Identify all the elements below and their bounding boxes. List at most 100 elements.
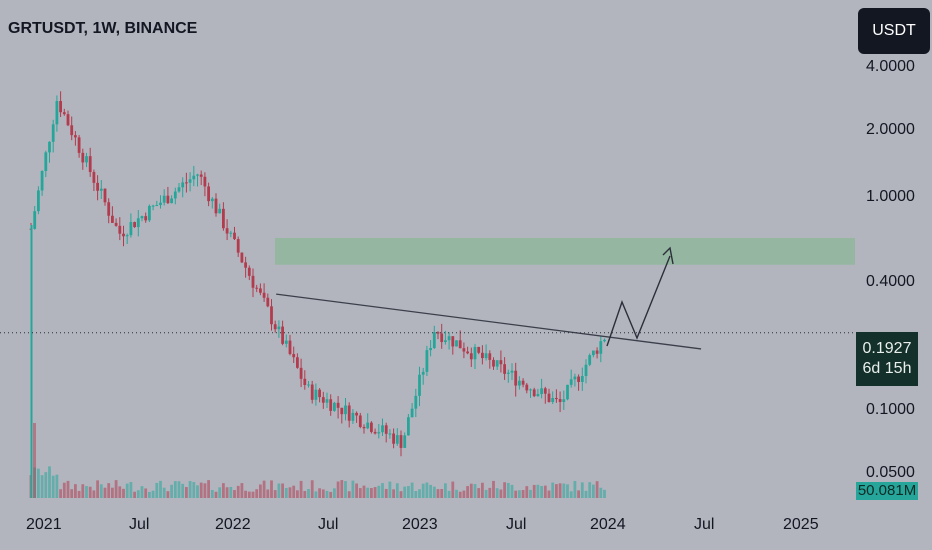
volume-bar: [584, 490, 588, 498]
volume-bar: [273, 490, 277, 498]
candle-body: [540, 388, 543, 395]
candle-body: [107, 202, 111, 216]
volume-bar: [129, 482, 133, 498]
volume-bar: [481, 482, 484, 498]
volume-bar: [107, 483, 111, 498]
volume-bar: [203, 483, 207, 498]
volume-bar: [148, 491, 151, 498]
volume-bar: [592, 484, 595, 498]
candle-body: [525, 384, 529, 391]
volume-bar: [399, 491, 403, 498]
volume-bar: [218, 487, 222, 498]
candle-body: [81, 152, 85, 163]
volume-bar: [499, 489, 503, 498]
candle-body: [425, 350, 429, 372]
volume-bar: [277, 483, 281, 498]
candle-body: [518, 380, 521, 386]
candle-body: [499, 360, 503, 365]
candle-body: [321, 397, 325, 403]
volume-bar: [303, 490, 307, 498]
candle-body: [444, 340, 447, 343]
candle-body: [432, 332, 436, 349]
candle-body: [407, 417, 410, 436]
resistance-zone: [275, 238, 855, 265]
candle-body: [366, 422, 370, 429]
volume-bar: [85, 486, 88, 498]
volume-bar: [151, 490, 155, 498]
candle-body: [59, 101, 62, 113]
candle-body: [207, 186, 210, 202]
volume-bar: [37, 468, 40, 498]
candle-body: [185, 182, 188, 184]
time-axis-label: Jul: [506, 516, 527, 533]
currency-button[interactable]: USDT: [858, 8, 930, 54]
candle-body: [125, 235, 129, 237]
volume-bar: [103, 487, 107, 498]
candle-body: [281, 326, 284, 344]
volume-bar: [425, 482, 429, 498]
candle-body: [362, 426, 366, 429]
candle-body: [70, 125, 74, 136]
time-axis-label: 2021: [26, 516, 62, 533]
candle-body: [299, 367, 303, 379]
candle-body: [436, 332, 440, 334]
volume-bar: [321, 489, 325, 498]
last-price-value: 0.1927: [862, 340, 912, 357]
volume-bar: [551, 482, 555, 498]
volume-bar: [518, 490, 521, 498]
volume-bar: [325, 490, 329, 498]
volume-bar: [506, 482, 510, 498]
volume-bar: [70, 489, 74, 498]
volume-bar: [155, 482, 159, 498]
candle-body: [162, 195, 166, 203]
candle-body: [199, 174, 203, 177]
candle-body: [340, 407, 344, 415]
candle-body: [273, 324, 277, 330]
volume-bar: [540, 485, 543, 498]
volume-bar: [569, 491, 573, 498]
candle-body: [418, 374, 421, 396]
candle-body: [562, 399, 566, 403]
candle-body: [377, 432, 381, 434]
candle-body: [92, 172, 96, 183]
price-axis-label: 0.1000: [866, 401, 915, 418]
volume-bar: [525, 486, 529, 498]
candle-body: [255, 287, 259, 289]
candle-body: [573, 376, 577, 380]
volume-bar: [181, 483, 185, 498]
candle-body: [603, 339, 606, 342]
candle-body: [303, 378, 307, 385]
candle-body: [588, 355, 592, 365]
volume-bar: [140, 486, 144, 498]
volume-bar: [77, 490, 81, 498]
candle-body: [403, 435, 407, 448]
candle-body: [296, 357, 299, 368]
volume-bar: [44, 472, 48, 498]
volume-bar: [162, 487, 166, 498]
candle-body: [447, 336, 451, 341]
volume-bar: [532, 484, 536, 498]
price-axis-label: 4.0000: [866, 58, 915, 75]
candle-body: [599, 341, 603, 354]
candle-body: [118, 225, 122, 234]
volume-bar: [333, 488, 336, 498]
candle-body: [440, 333, 444, 343]
volume-bar: [251, 491, 255, 498]
candle-body: [284, 340, 288, 344]
time-axis-label: Jul: [129, 516, 150, 533]
volume-bar: [177, 481, 181, 498]
candle-body: [240, 252, 244, 263]
volume-bar: [395, 483, 399, 498]
candle-body: [399, 435, 403, 448]
candle-body: [292, 354, 296, 358]
candle-body: [251, 275, 255, 288]
volume-bar: [588, 482, 592, 498]
candle-body: [566, 384, 569, 400]
volume-bar: [296, 490, 299, 498]
candle-body: [492, 359, 495, 367]
volume-bar: [144, 488, 148, 498]
candle-body: [140, 216, 144, 219]
candle-body: [203, 176, 207, 187]
candle-body: [96, 182, 99, 191]
